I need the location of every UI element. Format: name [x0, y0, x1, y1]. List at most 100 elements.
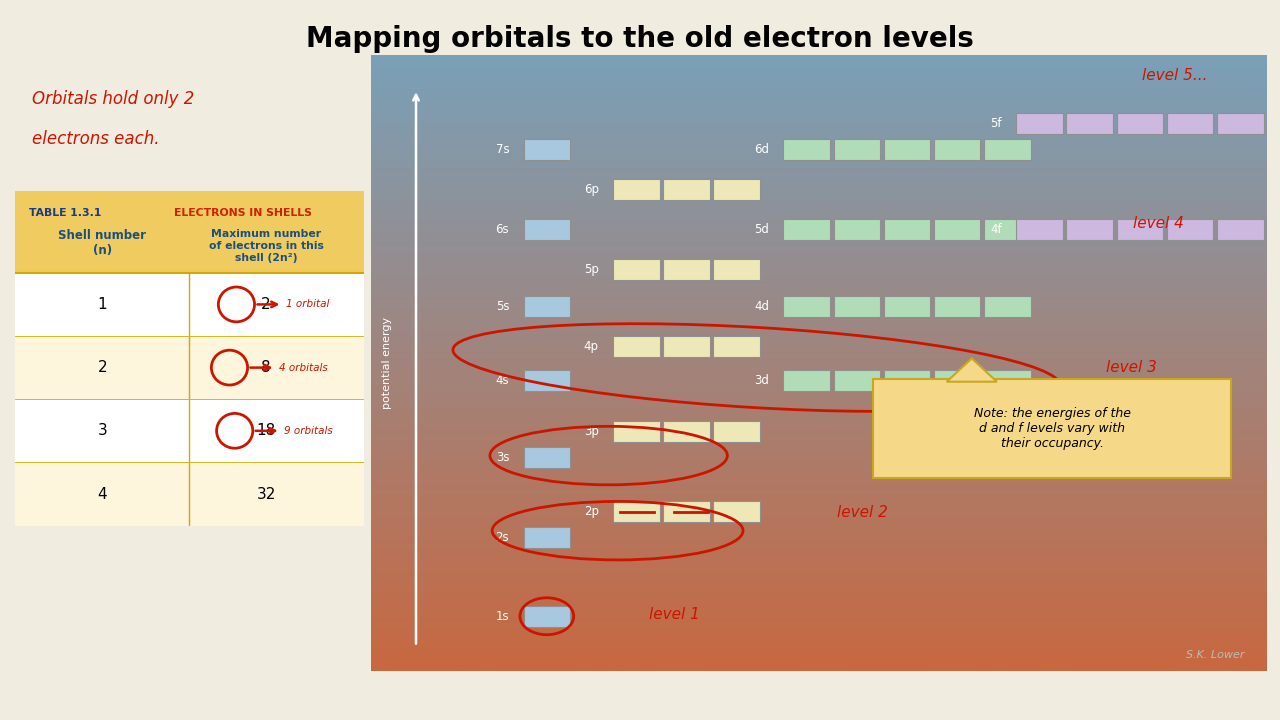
FancyBboxPatch shape — [783, 370, 829, 391]
Text: 2: 2 — [261, 297, 271, 312]
FancyBboxPatch shape — [934, 296, 980, 317]
Text: 4p: 4p — [584, 340, 599, 353]
FancyBboxPatch shape — [1016, 113, 1062, 134]
Text: 2: 2 — [97, 360, 108, 375]
FancyBboxPatch shape — [15, 191, 364, 273]
FancyBboxPatch shape — [524, 447, 570, 468]
FancyBboxPatch shape — [1267, 219, 1280, 240]
Polygon shape — [947, 359, 997, 382]
FancyBboxPatch shape — [783, 139, 829, 160]
FancyBboxPatch shape — [1167, 219, 1213, 240]
FancyBboxPatch shape — [984, 139, 1030, 160]
Text: 8: 8 — [261, 360, 271, 375]
Text: potential energy: potential energy — [383, 318, 393, 409]
Text: TABLE 1.3.1: TABLE 1.3.1 — [29, 207, 101, 217]
FancyBboxPatch shape — [613, 179, 659, 200]
Text: level 5...: level 5... — [1142, 68, 1207, 83]
FancyBboxPatch shape — [873, 379, 1231, 478]
FancyBboxPatch shape — [713, 421, 760, 442]
FancyBboxPatch shape — [15, 399, 364, 462]
Text: 18: 18 — [256, 423, 275, 438]
FancyBboxPatch shape — [15, 462, 364, 526]
Text: 3p: 3p — [584, 425, 599, 438]
FancyBboxPatch shape — [833, 296, 881, 317]
Text: Maximum number
of electrons in this
shell (2n²): Maximum number of electrons in this shel… — [209, 230, 324, 263]
Text: Mapping orbitals to the old electron levels: Mapping orbitals to the old electron lev… — [306, 25, 974, 53]
Text: 4f: 4f — [991, 223, 1002, 236]
FancyBboxPatch shape — [883, 139, 931, 160]
Text: 32: 32 — [256, 487, 275, 502]
FancyBboxPatch shape — [524, 606, 570, 626]
Text: 5s: 5s — [495, 300, 509, 313]
FancyBboxPatch shape — [713, 336, 760, 357]
FancyBboxPatch shape — [15, 273, 364, 336]
FancyBboxPatch shape — [833, 370, 881, 391]
Text: 9 orbitals: 9 orbitals — [284, 426, 333, 436]
FancyBboxPatch shape — [984, 296, 1030, 317]
Text: 6s: 6s — [495, 223, 509, 236]
Text: 3: 3 — [97, 423, 108, 438]
Text: ELECTRONS IN SHELLS: ELECTRONS IN SHELLS — [174, 207, 311, 217]
FancyBboxPatch shape — [984, 219, 1030, 240]
Text: 1: 1 — [97, 297, 108, 312]
FancyBboxPatch shape — [1116, 219, 1164, 240]
FancyBboxPatch shape — [1066, 113, 1114, 134]
Text: 4d: 4d — [754, 300, 769, 313]
FancyBboxPatch shape — [1167, 113, 1213, 134]
Text: level 2: level 2 — [837, 505, 888, 520]
Text: level 4: level 4 — [1133, 216, 1184, 231]
Text: Orbitals hold only 2: Orbitals hold only 2 — [32, 90, 195, 108]
FancyBboxPatch shape — [934, 139, 980, 160]
FancyBboxPatch shape — [15, 191, 364, 526]
FancyBboxPatch shape — [613, 336, 659, 357]
Text: 4: 4 — [97, 487, 108, 502]
FancyBboxPatch shape — [663, 336, 710, 357]
FancyBboxPatch shape — [524, 219, 570, 240]
Text: 6p: 6p — [584, 183, 599, 196]
FancyBboxPatch shape — [934, 219, 980, 240]
Text: 4s: 4s — [495, 374, 509, 387]
Text: 5f: 5f — [991, 117, 1002, 130]
FancyBboxPatch shape — [15, 336, 364, 399]
Text: 1s: 1s — [495, 610, 509, 623]
FancyBboxPatch shape — [1267, 113, 1280, 134]
Text: 5d: 5d — [754, 223, 769, 236]
FancyBboxPatch shape — [783, 219, 829, 240]
FancyBboxPatch shape — [713, 179, 760, 200]
Text: S.K. Lower: S.K. Lower — [1187, 650, 1245, 660]
FancyBboxPatch shape — [663, 259, 710, 280]
Text: 6d: 6d — [754, 143, 769, 156]
Text: 5p: 5p — [584, 264, 599, 276]
FancyBboxPatch shape — [883, 370, 931, 391]
Text: Shell number
(n): Shell number (n) — [59, 229, 146, 257]
FancyBboxPatch shape — [883, 296, 931, 317]
FancyBboxPatch shape — [1217, 113, 1263, 134]
FancyBboxPatch shape — [663, 421, 710, 442]
FancyBboxPatch shape — [524, 527, 570, 548]
FancyBboxPatch shape — [663, 501, 710, 522]
Text: electrons each.: electrons each. — [32, 130, 160, 148]
FancyBboxPatch shape — [613, 421, 659, 442]
Text: 2p: 2p — [584, 505, 599, 518]
FancyBboxPatch shape — [783, 296, 829, 317]
FancyBboxPatch shape — [524, 139, 570, 160]
FancyBboxPatch shape — [713, 259, 760, 280]
FancyBboxPatch shape — [833, 219, 881, 240]
Text: 3s: 3s — [495, 451, 509, 464]
Text: 4 orbitals: 4 orbitals — [279, 363, 328, 373]
FancyBboxPatch shape — [613, 259, 659, 280]
FancyBboxPatch shape — [833, 139, 881, 160]
FancyBboxPatch shape — [883, 219, 931, 240]
FancyBboxPatch shape — [713, 501, 760, 522]
FancyBboxPatch shape — [524, 296, 570, 317]
FancyBboxPatch shape — [663, 179, 710, 200]
FancyBboxPatch shape — [1116, 113, 1164, 134]
FancyBboxPatch shape — [1217, 219, 1263, 240]
FancyBboxPatch shape — [934, 370, 980, 391]
FancyBboxPatch shape — [1066, 219, 1114, 240]
Text: 1 orbital: 1 orbital — [285, 300, 329, 310]
FancyBboxPatch shape — [613, 501, 659, 522]
Text: level 3: level 3 — [1106, 361, 1157, 375]
FancyBboxPatch shape — [1016, 219, 1062, 240]
FancyBboxPatch shape — [524, 370, 570, 391]
